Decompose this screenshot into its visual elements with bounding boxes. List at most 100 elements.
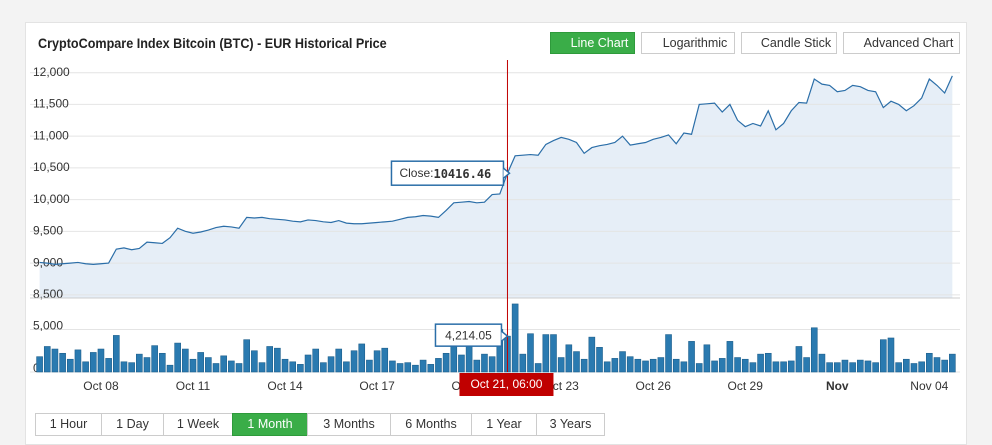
volume-bar [442,352,450,373]
volume-bar [826,362,833,373]
volume-bar [941,359,948,373]
volume-bar [59,352,66,373]
volume-bar [128,362,135,373]
volume-bar [787,360,795,373]
volume-bar [197,352,204,373]
volume-bar [136,353,143,373]
volume-bar [97,348,105,373]
volume-bar [105,358,112,373]
volume-bar [926,352,933,373]
volume-bar [949,353,956,373]
volume-bar [159,352,166,373]
date-tooltip [459,373,554,396]
volume-bar [695,363,703,373]
volume-bar [304,354,312,373]
x-tick-label: Oct 11 [176,379,211,393]
volume-bar [51,348,59,373]
volume-bar [412,364,419,373]
volume-bar [174,342,181,373]
range-button[interactable]: 1 Day [101,413,164,436]
chart: 8,500 9,000 9,500 10,000 10,500 11,000 11,500 1… [30,60,960,396]
volume-bar [212,363,220,373]
volume-bar [665,334,672,373]
range-button[interactable]: 3 Months [307,413,391,436]
volume-bar [534,363,542,373]
volume-bar [274,347,281,373]
y-tick-label: 9,000 [33,255,63,269]
volume-bar [66,358,74,373]
close-tooltip-arrow [502,167,511,179]
chart-type-button[interactable]: Logarithmic [641,32,735,54]
volume-bar [849,362,856,373]
volume-bar [803,357,810,373]
volume-bar [580,358,588,373]
volume-bar [818,353,826,373]
volume-bar [703,344,711,373]
volume-bar [151,345,158,373]
volume-bar [120,361,128,373]
volume-bar [895,362,902,373]
volume-bar [565,344,573,373]
x-tick-label: Oct 26 [636,379,672,393]
volume-bar [312,348,320,373]
volume-bar [89,352,97,373]
volume-bar [458,354,465,373]
volume-bar [143,357,151,373]
volume-bar [343,361,350,373]
volume-bar [573,351,580,373]
volume-bar [726,341,734,373]
volume-bar [82,361,89,373]
range-button[interactable]: 6 Months [390,413,472,436]
volume-bar [481,353,488,373]
y-tick-label: 12,000 [33,65,70,79]
volume-bar [910,363,918,373]
volume-bar [764,352,772,373]
volume-bar [611,358,619,373]
price-line [39,75,953,265]
volume-bar [511,303,519,373]
range-button[interactable]: 1 Year [471,413,537,436]
range-button[interactable]: 1 Month [232,413,308,436]
chart-type-button[interactable]: Line Chart [550,32,635,54]
y-tick-label: 8,500 [33,287,63,301]
volume-bar [43,346,51,373]
date-tooltip-text: Oct 21, 06:00 [470,377,542,391]
volume-bar [856,359,864,373]
volume-bar [281,358,289,373]
volume-bar [634,358,642,373]
chart-type-button[interactable]: Candle Stick [741,32,837,54]
chart-type-button[interactable]: Advanced Chart [843,32,960,54]
y-tick-label: 9,500 [33,224,63,238]
volume-bar [718,358,726,373]
volume-bar [879,339,887,373]
x-tick-label: Oct 17 [359,379,395,393]
volume-bar [404,362,412,373]
range-button[interactable]: 3 Years [536,413,605,436]
volume-bar [626,356,634,373]
range-button[interactable]: 1 Week [163,413,233,436]
close-label: Close: [399,166,433,180]
volume-bar [810,327,818,373]
x-tick-label: Nov 04 [910,379,948,393]
volume-bar [358,343,366,373]
volume-bar [389,360,396,373]
y-tick-label: 10,500 [33,160,70,174]
volume-bar [603,361,611,373]
volume-bar [680,361,688,373]
volume-bar [649,358,657,373]
volume-bar [366,359,373,373]
volume-bar [841,359,849,373]
volume-bar [396,363,404,373]
y-tick-label: 10,000 [33,192,70,206]
volume-bar [335,348,343,373]
range-button[interactable]: 1 Hour [35,413,102,436]
volume-bar [289,361,297,373]
volume-bar [435,358,442,373]
volume-bar [113,335,120,373]
volume-bar [757,353,764,373]
volume-bar [642,360,649,373]
volume-bar [864,360,872,373]
volume-bar [381,347,389,373]
volume-bar [619,351,626,373]
